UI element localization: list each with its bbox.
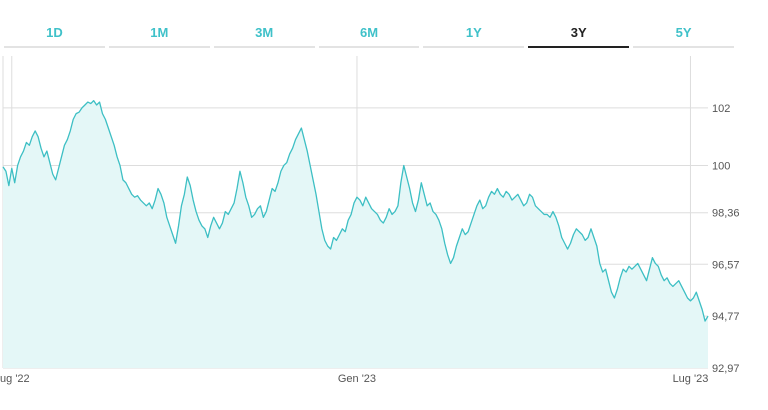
tab-3m[interactable]: 3M bbox=[213, 18, 315, 48]
y-axis-labels: 102 100 98,36 96,57 94,77 92,97 bbox=[712, 103, 740, 375]
tab-3y[interactable]: 3Y bbox=[528, 18, 630, 48]
area-fill bbox=[3, 100, 708, 369]
x-axis-labels: Lug '22 Gen '23 Lug '23 bbox=[0, 373, 708, 385]
x-tick-label: Lug '22 bbox=[0, 373, 30, 385]
time-range-tabs: 1D 1M 3M 6M 1Y 3Y 5Y bbox=[4, 18, 735, 50]
tab-5y[interactable]: 5Y bbox=[633, 18, 735, 48]
y-tick-label: 92,97 bbox=[712, 363, 740, 375]
tab-1m[interactable]: 1M bbox=[108, 18, 210, 48]
x-tick-label: Gen '23 bbox=[338, 373, 376, 385]
tab-6m[interactable]: 6M bbox=[318, 18, 420, 48]
price-chart[interactable]: 102 100 98,36 96,57 94,77 92,97 Lug '22 Gen '2… bbox=[0, 50, 768, 410]
y-tick-label: 94,77 bbox=[712, 311, 740, 323]
x-tick-label: Lug '23 bbox=[673, 373, 709, 385]
price-line bbox=[2, 100, 709, 322]
y-tick-label: 98,36 bbox=[712, 208, 740, 220]
y-tick-label: 96,57 bbox=[712, 259, 740, 271]
y-tick-label: 102 bbox=[712, 103, 730, 115]
tab-1y[interactable]: 1Y bbox=[423, 18, 525, 48]
y-tick-label: 100 bbox=[712, 160, 730, 172]
tab-1d[interactable]: 1D bbox=[4, 18, 105, 48]
